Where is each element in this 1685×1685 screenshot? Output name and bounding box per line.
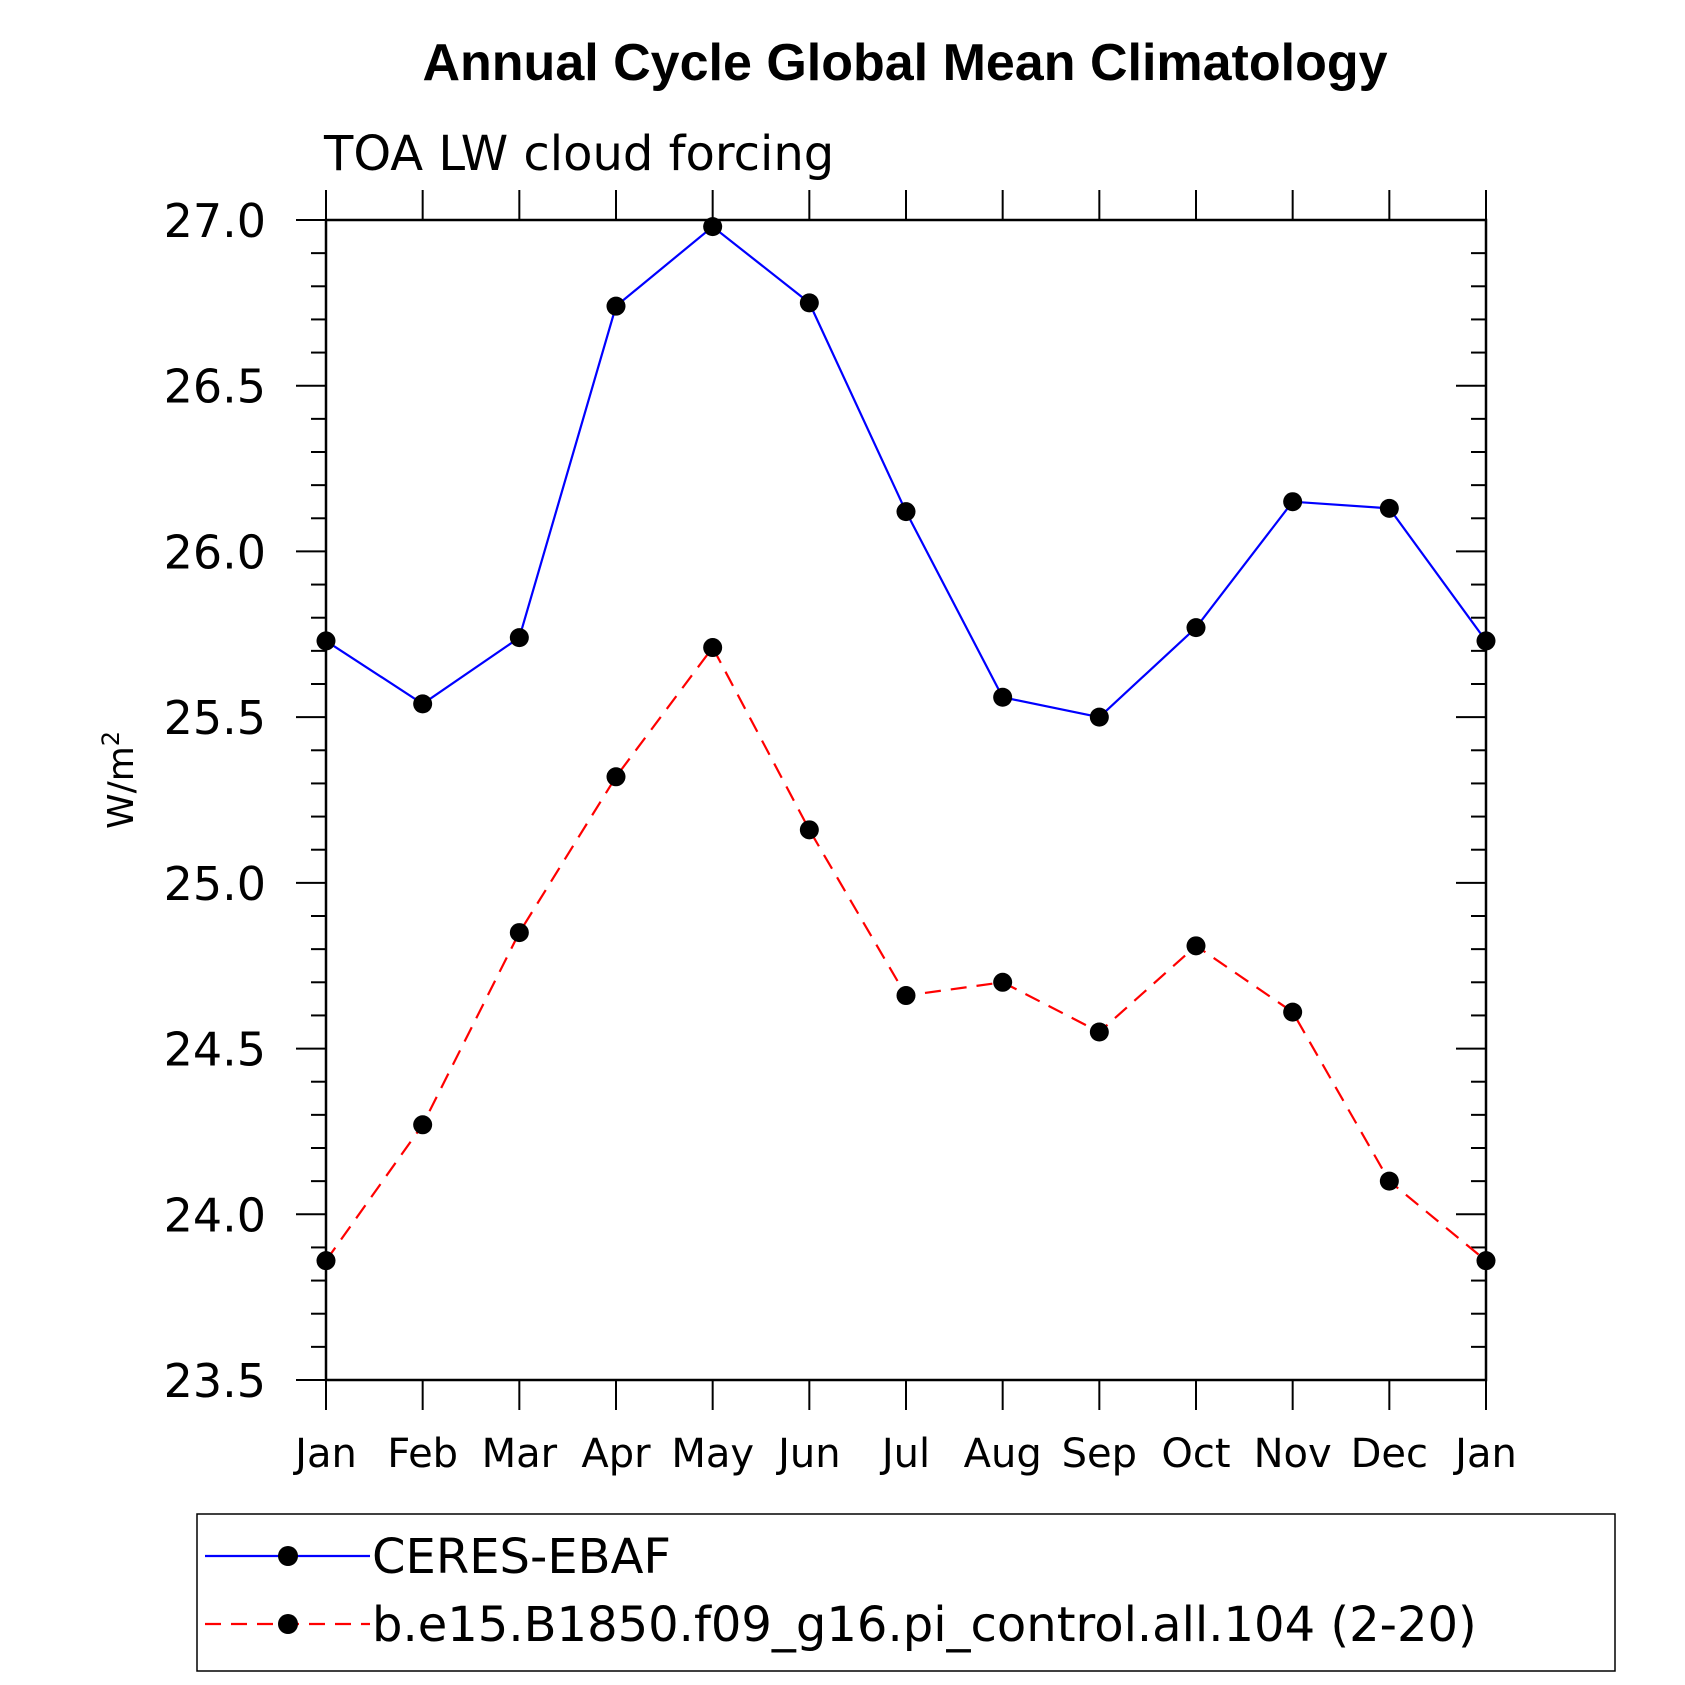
series-0-point bbox=[1089, 707, 1109, 727]
chart-title: Annual Cycle Global Mean Climatology bbox=[422, 34, 1387, 92]
series-1-point bbox=[896, 986, 916, 1006]
series-0-point bbox=[896, 502, 916, 522]
series-line-1 bbox=[325, 645, 1487, 1262]
legend: CERES-EBAF b.e15.B1850.f09_g16.pi_contro… bbox=[196, 1513, 1616, 1672]
y-tick-label: 25.5 bbox=[164, 691, 266, 745]
axis-ticks bbox=[296, 190, 1487, 1410]
legend-marker-ceres bbox=[278, 1546, 298, 1566]
series-1-point bbox=[799, 820, 819, 840]
x-tick-label: Apr bbox=[581, 1431, 651, 1477]
series-1-point bbox=[993, 972, 1013, 992]
y-tick-label: 23.5 bbox=[164, 1354, 266, 1408]
series-0-point bbox=[316, 631, 336, 651]
x-tick-label: Aug bbox=[964, 1431, 1042, 1477]
x-tick-label: Jan bbox=[1452, 1431, 1517, 1477]
svg-text:W/m2: W/m2 bbox=[97, 731, 142, 829]
y-tick-labels: 23.5 24.0 24.5 25.0 25.5 26.0 26.5 27.0 bbox=[164, 194, 266, 1408]
series-1-point bbox=[1186, 936, 1206, 956]
series-1-point bbox=[316, 1251, 336, 1271]
legend-marker-model bbox=[278, 1614, 298, 1634]
series-0-point bbox=[606, 296, 626, 316]
x-tick-label: Sep bbox=[1062, 1431, 1137, 1477]
x-tick-label: Mar bbox=[482, 1431, 558, 1477]
series-1-point bbox=[1476, 1251, 1496, 1271]
series-0-point bbox=[1476, 631, 1496, 651]
y-tick-label: 24.0 bbox=[164, 1188, 266, 1242]
series-layer bbox=[316, 217, 1496, 1271]
x-tick-label: Feb bbox=[387, 1431, 458, 1477]
series-line-0 bbox=[325, 225, 1487, 719]
x-tick-label: Jan bbox=[292, 1431, 357, 1477]
legend-label-ceres: CERES-EBAF bbox=[372, 1529, 671, 1585]
series-0-point bbox=[1186, 618, 1206, 638]
plot-frame bbox=[324, 218, 1488, 1382]
series-0-point bbox=[509, 628, 529, 648]
series-0-point bbox=[1283, 492, 1303, 512]
series-1-point bbox=[1379, 1171, 1399, 1191]
x-tick-label: Jul bbox=[879, 1431, 930, 1477]
x-tick-label: May bbox=[671, 1431, 754, 1477]
x-tick-label: Jun bbox=[775, 1431, 841, 1477]
y-tick-label: 24.5 bbox=[164, 1023, 266, 1077]
x-tick-label: Oct bbox=[1161, 1431, 1230, 1477]
x-tick-label: Nov bbox=[1254, 1431, 1332, 1477]
series-1-point bbox=[509, 923, 529, 943]
series-1-point bbox=[1089, 1022, 1109, 1042]
chart-subtitle: TOA LW cloud forcing bbox=[323, 126, 834, 182]
legend-box bbox=[196, 1513, 1616, 1672]
y-tick-label: 26.0 bbox=[164, 525, 266, 579]
y-axis-label: W/m2 bbox=[97, 731, 142, 829]
x-tick-labels: Jan Feb Mar Apr May Jun Jul Aug Sep Oct Nov Dec Jan bbox=[292, 1431, 1517, 1477]
y-axis-label-sup: 2 bbox=[97, 731, 125, 746]
x-tick-label: Dec bbox=[1351, 1431, 1428, 1477]
series-1-point bbox=[703, 638, 723, 658]
y-tick-label: 25.0 bbox=[164, 857, 266, 911]
series-1-point bbox=[606, 767, 626, 787]
y-tick-label: 27.0 bbox=[164, 194, 266, 248]
series-0-point bbox=[703, 217, 723, 237]
series-0-point bbox=[993, 687, 1013, 707]
y-tick-label: 26.5 bbox=[164, 360, 266, 414]
y-axis-label-base: W/m bbox=[101, 746, 142, 829]
series-1-point bbox=[413, 1115, 433, 1135]
legend-label-model: b.e15.B1850.f09_g16.pi_control.all.104 (… bbox=[372, 1597, 1477, 1653]
series-0-point bbox=[1379, 498, 1399, 518]
series-0-point bbox=[413, 694, 433, 714]
series-1-point bbox=[1283, 1002, 1303, 1022]
series-0-point bbox=[799, 293, 819, 313]
